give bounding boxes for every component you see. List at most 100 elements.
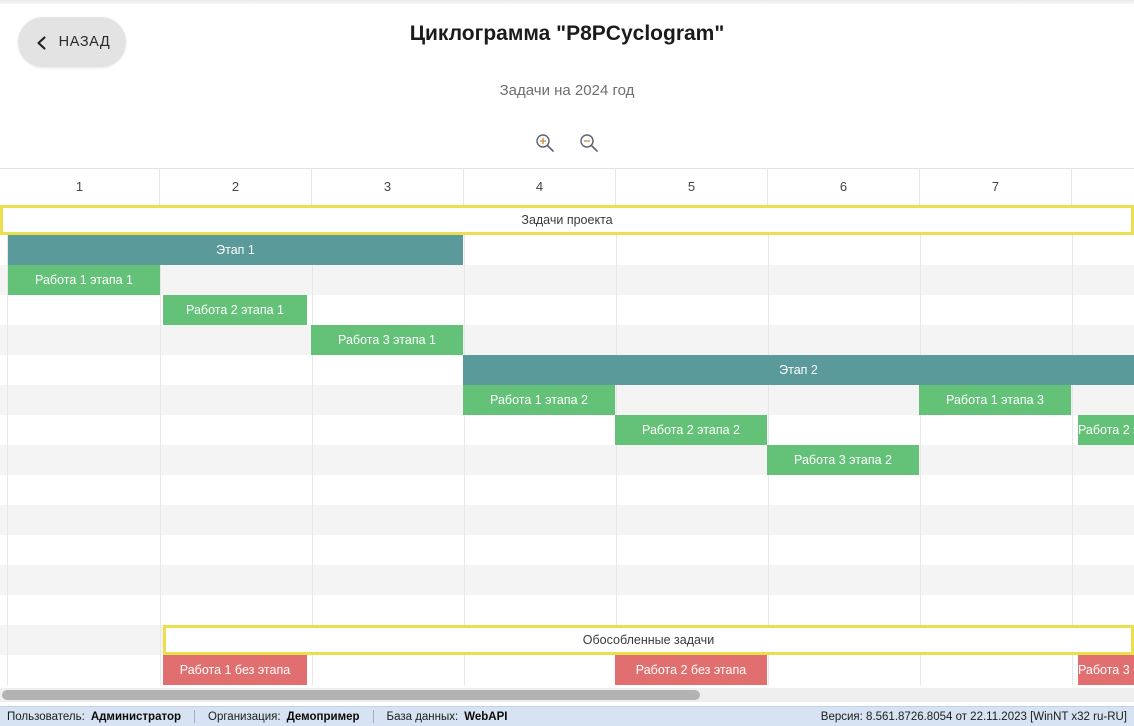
grid-line bbox=[160, 625, 161, 655]
grid-line bbox=[920, 415, 921, 445]
grid-line bbox=[7, 265, 8, 295]
grid-line bbox=[7, 415, 8, 445]
grid-line bbox=[1072, 325, 1073, 355]
grid-line bbox=[312, 415, 313, 445]
zoom-controls bbox=[0, 130, 1134, 156]
chevron-left-icon bbox=[34, 35, 50, 51]
grid-column-header-cell: 4 bbox=[464, 169, 616, 205]
no-stage-work-bar[interactable]: Работа 2 без этапа bbox=[615, 655, 767, 685]
grid-line bbox=[312, 535, 313, 565]
grid-line bbox=[464, 475, 465, 505]
grid-row bbox=[0, 325, 1134, 355]
work-bar[interactable]: Работа 3 этапа 2 bbox=[767, 445, 919, 475]
grid-body: Этап 1 Работа 1 этапа 1 Работа 2 этапа 1 Ра… bbox=[0, 205, 1134, 686]
grid-line bbox=[160, 355, 161, 385]
status-user-value: Администратор bbox=[90, 710, 182, 723]
grid-line bbox=[920, 295, 921, 325]
back-button-label: НАЗАД bbox=[58, 34, 111, 50]
no-stage-work-bar[interactable]: Работа 3 без этапа bbox=[1078, 655, 1134, 685]
page-header: НАЗАД Циклограмма "P8PCyclogram" Задачи … bbox=[0, 0, 1134, 166]
grid-line bbox=[7, 535, 8, 565]
status-separator bbox=[372, 710, 374, 723]
grid-line bbox=[616, 385, 617, 415]
grid-line bbox=[464, 535, 465, 565]
grid-column-header-cell: 3 bbox=[312, 169, 464, 205]
grid-row bbox=[0, 445, 1134, 475]
work-bar[interactable]: Работа 2 этапа 1 bbox=[163, 295, 307, 325]
grid-column-header-cell: 6 bbox=[768, 169, 920, 205]
work-bar[interactable]: Работа 1 этапа 2 bbox=[463, 385, 615, 415]
grid-line bbox=[7, 505, 8, 535]
grid-line bbox=[464, 325, 465, 355]
grid-line bbox=[312, 505, 313, 535]
back-button[interactable]: НАЗАД bbox=[18, 17, 126, 67]
status-separator bbox=[194, 710, 196, 723]
stage-bar[interactable]: Этап 2 bbox=[463, 355, 1134, 385]
grid-row bbox=[0, 415, 1134, 445]
grid-line bbox=[768, 475, 769, 505]
status-version: Версия: 8.561.8726.8054 от 22.11.2023 [W… bbox=[820, 710, 1127, 723]
grid-line bbox=[1072, 565, 1073, 595]
grid-line bbox=[768, 325, 769, 355]
grid-line bbox=[312, 445, 313, 475]
work-bar[interactable]: Работа 3 этапа 1 bbox=[311, 325, 463, 355]
zoom-in-icon[interactable] bbox=[532, 130, 558, 156]
grid-column-header-cell: 5 bbox=[616, 169, 768, 205]
grid-line bbox=[464, 655, 465, 685]
grid-row bbox=[0, 595, 1134, 625]
work-bar[interactable]: Работа 1 этапа 3 bbox=[919, 385, 1071, 415]
grid-line bbox=[616, 475, 617, 505]
grid-line bbox=[160, 655, 161, 685]
grid-line bbox=[464, 505, 465, 535]
grid-line bbox=[768, 235, 769, 265]
group-band[interactable]: Задачи проекта bbox=[0, 205, 1134, 235]
grid-line bbox=[920, 655, 921, 685]
grid-line bbox=[160, 415, 161, 445]
group-band[interactable]: Обособленные задачи bbox=[163, 625, 1134, 655]
grid-line bbox=[464, 595, 465, 625]
grid-column-header-cell: 2 bbox=[160, 169, 312, 205]
grid-line bbox=[768, 385, 769, 415]
grid-line bbox=[160, 475, 161, 505]
work-bar[interactable]: Работа 1 этапа 1 bbox=[8, 265, 160, 295]
status-org-value: Демопример bbox=[286, 710, 360, 723]
grid-line bbox=[160, 265, 161, 295]
status-db-value: WebAPI bbox=[464, 710, 508, 723]
grid-line bbox=[616, 565, 617, 595]
grid-line bbox=[160, 325, 161, 355]
grid-line bbox=[920, 325, 921, 355]
grid-line bbox=[768, 415, 769, 445]
page-subtitle: Задачи на 2024 год bbox=[499, 82, 635, 99]
grid-line bbox=[920, 595, 921, 625]
grid-line bbox=[1072, 385, 1073, 415]
grid-line bbox=[7, 655, 8, 685]
grid-line bbox=[920, 565, 921, 595]
no-stage-work-bar[interactable]: Работа 1 без этапа bbox=[163, 655, 307, 685]
grid-line bbox=[768, 265, 769, 295]
zoom-out-icon[interactable] bbox=[576, 130, 602, 156]
grid-line bbox=[312, 265, 313, 295]
grid-line bbox=[768, 595, 769, 625]
grid-line bbox=[7, 235, 8, 265]
window-top-edge bbox=[0, 0, 1134, 4]
grid-line bbox=[7, 295, 8, 325]
stage-bar[interactable]: Этап 1 bbox=[8, 235, 463, 265]
horizontal-scrollbar-thumb[interactable] bbox=[2, 690, 700, 700]
grid-line bbox=[920, 265, 921, 295]
grid-line bbox=[920, 535, 921, 565]
grid-line bbox=[312, 385, 313, 415]
grid-column-header-cell bbox=[1072, 169, 1134, 205]
grid-line bbox=[1072, 445, 1073, 475]
grid-line bbox=[464, 295, 465, 325]
work-bar[interactable]: Работа 2 этапа 3 bbox=[1078, 415, 1134, 445]
grid-line bbox=[616, 265, 617, 295]
work-bar[interactable]: Работа 2 этапа 2 bbox=[615, 415, 767, 445]
grid-line bbox=[768, 565, 769, 595]
grid-line bbox=[464, 565, 465, 595]
horizontal-scrollbar[interactable] bbox=[0, 688, 1134, 702]
grid-line bbox=[1072, 655, 1073, 685]
grid-line bbox=[464, 265, 465, 295]
status-bar: Пользователь: Администратор Организация:… bbox=[0, 706, 1134, 726]
grid-line bbox=[464, 445, 465, 475]
